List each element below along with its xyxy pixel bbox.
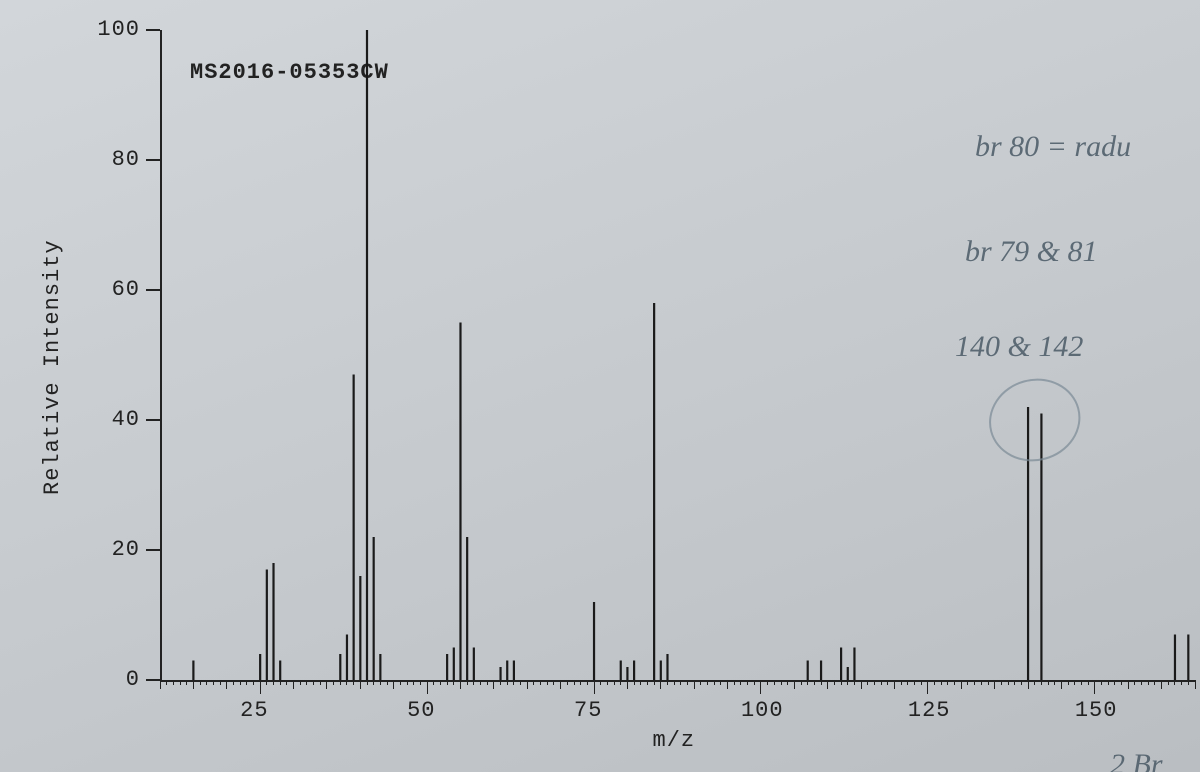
hand-note: br 80 = radu [975,130,1131,164]
mass-spectrum-page: 020406080100 255075100125150 Relative In… [0,0,1200,772]
hand-note: 2 Br [1110,748,1163,772]
spectrum-peaks [0,0,1200,772]
hand-note: 140 & 142 [955,330,1083,364]
hand-note: br 79 & 81 [965,235,1098,269]
